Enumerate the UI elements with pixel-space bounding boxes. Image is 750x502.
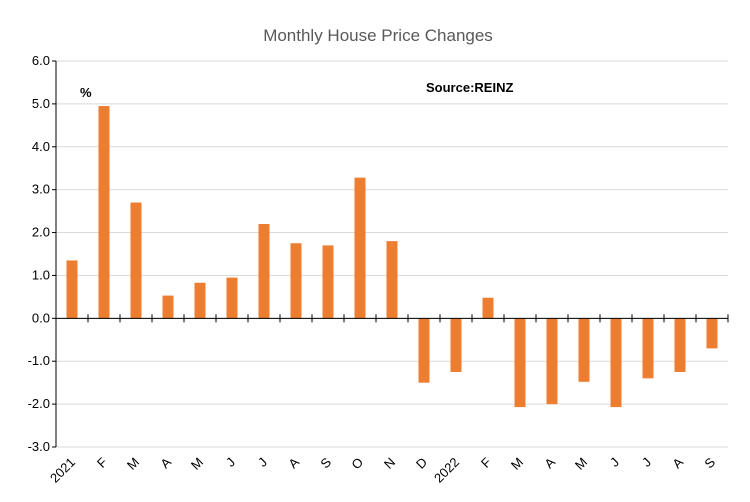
bar [386,241,398,319]
bar [450,318,462,372]
bar [482,297,494,319]
x-tick-label: M [508,455,526,473]
unit-label: % [80,85,92,100]
x-tick-label: D [413,455,430,472]
x-tick-label: 2021 [47,455,78,486]
bar [226,277,238,319]
source-note: Source:REINZ [426,80,513,95]
x-tick-label: S [701,454,718,471]
x-tick-label: J [639,455,654,470]
bar [290,243,302,319]
x-tick-label: A [669,454,686,471]
x-tick-label: A [157,454,174,471]
bar [322,245,334,319]
axes [55,61,728,447]
x-tick-label: J [607,455,622,470]
y-axis-ticks: 6.0 5.0 4.0 3.0 2.0 1.0 0.0 -1.0 -2.0 -3.0 [28,53,56,454]
x-tick-label: A [541,454,558,471]
x-tick-label: J [255,455,270,470]
bar [514,318,526,408]
bars [66,106,718,408]
x-tick-label: 2022 [431,455,462,486]
x-tick-label: S [317,454,334,471]
chart-title: Monthly House Price Changes [263,26,493,45]
x-tick-label: A [285,454,302,471]
x-axis-ticks: 2021 F M A M J J A S O N D 2022 F M A M J J A S [47,314,729,486]
y-tick-label: 2.0 [32,225,50,240]
y-tick-label: 5.0 [32,96,50,111]
y-tick-label: 6.0 [32,53,50,68]
bar [162,295,174,319]
bar [194,282,206,319]
bar [418,318,430,383]
bar [66,260,78,319]
y-tick-label: 1.0 [32,267,50,282]
x-tick-label: M [188,455,206,473]
y-tick-label: -3.0 [28,439,50,454]
bar [642,318,654,379]
x-tick-label: M [124,455,142,473]
y-tick-label: 0.0 [32,310,50,325]
x-tick-label: J [223,455,238,470]
y-tick-label: -2.0 [28,396,50,411]
bar [258,223,270,319]
x-tick-label: O [348,455,366,473]
x-tick-label: F [94,454,110,470]
x-tick-label: N [381,455,398,472]
bar [98,106,110,319]
bar [706,318,718,349]
bar [674,318,686,372]
x-tick-label: M [572,455,590,473]
y-tick-label: 3.0 [32,182,50,197]
bar [546,318,558,405]
y-tick-label: 4.0 [32,139,50,154]
bar [610,318,622,408]
bar [354,177,366,319]
bar [130,202,142,319]
bar [578,318,590,382]
y-tick-label: -1.0 [28,353,50,368]
x-tick-label: F [478,454,494,470]
